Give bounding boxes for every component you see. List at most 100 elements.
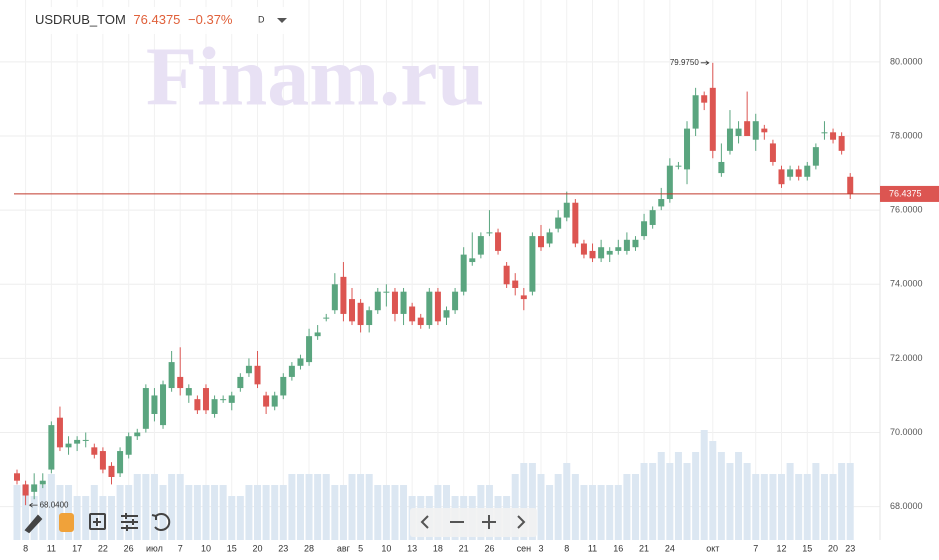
candle-body: [194, 399, 201, 411]
volume-bar: [786, 463, 794, 540]
volume-bar: [219, 485, 227, 540]
volume-bar: [812, 463, 820, 540]
candle-body: [31, 484, 38, 492]
volume-bar: [348, 474, 356, 540]
candle-body: [589, 250, 596, 259]
volume-bar: [597, 485, 605, 540]
volume-bar: [125, 485, 133, 540]
candle-body: [160, 384, 167, 426]
candle-body: [469, 258, 476, 263]
candle-body: [649, 210, 656, 225]
interval-dropdown[interactable]: [277, 18, 287, 23]
volume-bar: [56, 485, 64, 540]
volume-bar: [391, 485, 399, 540]
y-tick-label: 70.0000: [890, 427, 923, 437]
volume-bar: [838, 463, 846, 540]
volume-bar: [528, 463, 536, 540]
candle-body: [452, 291, 459, 311]
x-tick-label: 11: [47, 543, 56, 553]
candle-body: [838, 136, 845, 151]
candle-body: [374, 291, 381, 311]
x-tick-label: 15: [802, 543, 812, 553]
price-label: 76.4375: [889, 188, 922, 198]
zoom-in[interactable]: [482, 515, 496, 529]
candle-body: [769, 143, 776, 162]
x-tick-label: 26: [484, 543, 494, 553]
volume-bar: [554, 474, 562, 540]
x-tick-label: 23: [845, 543, 855, 553]
candle-body: [512, 280, 519, 288]
x-tick-label: окт: [706, 543, 719, 553]
volume-bar: [666, 463, 674, 540]
candle-body: [847, 176, 854, 194]
candle-body: [245, 365, 252, 374]
candle-body: [804, 165, 811, 177]
volume-bar: [374, 485, 382, 540]
volume-bar: [795, 474, 803, 540]
candle-body: [366, 310, 373, 326]
x-tick-label: 23: [278, 543, 288, 553]
candle-body: [658, 199, 665, 207]
legend-change: −0.37%: [188, 12, 233, 27]
x-tick-label: 10: [201, 543, 211, 553]
volume-bar: [614, 485, 622, 540]
candle-body: [520, 295, 527, 300]
candle-body: [684, 128, 691, 170]
x-tick-label: 7: [178, 543, 183, 553]
volume-bar: [820, 474, 828, 540]
x-tick-label: 24: [665, 543, 675, 553]
candle-body: [752, 121, 759, 140]
x-tick-label: 21: [639, 543, 649, 553]
y-tick-label: 72.0000: [890, 353, 923, 363]
x-tick-label: сен: [517, 543, 532, 553]
x-tick-label: 13: [407, 543, 417, 553]
settings-tool[interactable]: [121, 513, 138, 531]
candle-body: [74, 439, 81, 444]
volume-bar: [22, 485, 30, 540]
volume-bar: [39, 485, 47, 540]
y-tick-label: 76.0000: [890, 205, 923, 215]
volume-bar: [400, 485, 408, 540]
interval[interactable]: D: [258, 14, 265, 24]
candle-body: [821, 132, 828, 134]
candle-body: [391, 291, 398, 314]
notes-tool[interactable]: [59, 513, 74, 532]
candle-body: [666, 165, 673, 200]
x-tick-label: 10: [381, 543, 391, 553]
candle-body: [606, 250, 613, 255]
volume-bar: [709, 441, 717, 540]
scroll-left[interactable]: [420, 515, 429, 529]
volume-bar: [537, 474, 545, 540]
volume-bar: [193, 485, 201, 540]
scroll-right[interactable]: [517, 515, 526, 529]
volume-bar: [13, 485, 21, 540]
volume-bar: [674, 452, 682, 540]
add-tool[interactable]: [89, 513, 106, 530]
volume-bar: [296, 474, 304, 540]
volume-bar: [262, 485, 270, 540]
candle-body: [409, 306, 416, 322]
x-tick-label: 18: [433, 543, 443, 553]
volume-bar: [99, 496, 107, 540]
candle-body: [357, 302, 364, 326]
candle-body: [323, 317, 330, 319]
volume-bar: [571, 474, 579, 540]
candle-body: [91, 447, 98, 455]
volume-bar: [623, 474, 631, 540]
candle-body: [555, 217, 562, 229]
volume-bar: [546, 485, 554, 540]
volume-bar: [692, 452, 700, 540]
candle-body: [125, 436, 132, 455]
undo-tool[interactable]: [151, 513, 171, 532]
candle-body: [168, 362, 175, 389]
x-tick-label: 20: [828, 543, 838, 553]
candle-body: [426, 291, 433, 326]
draw-tool[interactable]: [24, 514, 43, 534]
candle-body: [812, 147, 819, 166]
candle-body: [220, 399, 227, 401]
volume-bar: [228, 496, 236, 540]
candle-body: [39, 480, 46, 485]
candle-body: [134, 432, 141, 437]
candle-body: [795, 169, 802, 177]
